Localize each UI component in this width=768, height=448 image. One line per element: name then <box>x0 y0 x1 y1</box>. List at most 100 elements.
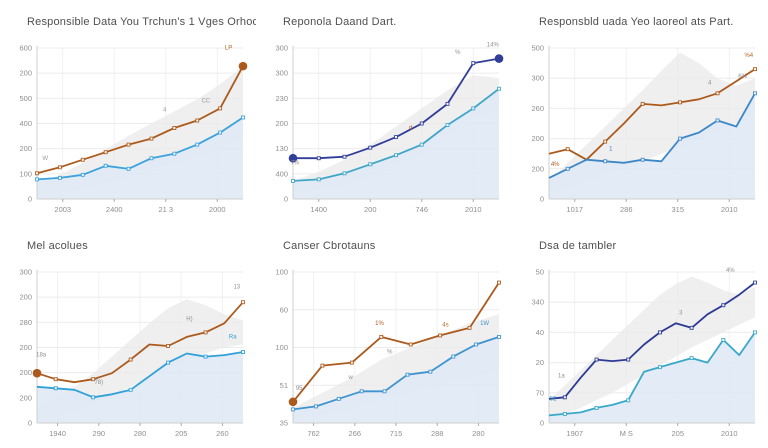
point-marker <box>753 91 757 96</box>
point-marker <box>565 147 570 152</box>
point-marker <box>419 121 424 126</box>
point-marker <box>562 395 567 400</box>
y-tick-label: 300 <box>531 74 544 83</box>
y-tick-label: 400 <box>19 119 32 128</box>
point-marker <box>594 405 599 410</box>
y-tick-label: 600 <box>19 44 32 53</box>
point-marker <box>753 280 757 285</box>
emphasis-dot <box>32 368 42 378</box>
line-chart-canvas: 300 200 280 200 200 200 0 1940 290 280 205 260 18a 78… <box>19 268 245 438</box>
area-fill <box>37 117 243 199</box>
point-marker <box>419 142 424 147</box>
x-tick-label: 1400 <box>310 205 327 214</box>
point-marker <box>126 166 131 171</box>
brown-line <box>36 65 244 175</box>
point-marker <box>715 118 720 123</box>
chart-title: Dsa de tambler <box>539 240 617 252</box>
point-marker <box>445 123 450 127</box>
point-marker <box>678 100 683 105</box>
point-marker <box>172 126 177 130</box>
point-marker <box>382 389 387 394</box>
point-marker <box>35 171 39 176</box>
confidence-band <box>549 276 755 420</box>
y-tick-label: 40 <box>536 328 544 337</box>
point-marker <box>626 357 631 362</box>
x-tick-label: 286 <box>620 205 633 214</box>
point-marker <box>368 145 373 150</box>
point-marker <box>80 157 85 162</box>
y-tick-label: 200 <box>19 343 32 352</box>
y-tick-label: 20 <box>536 358 544 367</box>
blue-line <box>548 92 756 179</box>
brown-line <box>292 282 500 403</box>
point-marker <box>689 356 694 361</box>
x-tick-label: 1940 <box>49 429 66 438</box>
x-tick-label: 2010 <box>721 205 738 214</box>
y-tick-label: 200 <box>19 144 32 153</box>
point-marker <box>394 153 398 158</box>
point-marker <box>80 172 85 177</box>
point-annotation: %4 <box>744 53 753 59</box>
point-annotation: 4% <box>726 268 735 274</box>
point-annotation: 4% <box>551 162 560 168</box>
x-tick-label: 1017 <box>566 205 583 214</box>
emphasis-dot <box>288 397 298 407</box>
x-tick-label: 746 <box>415 205 428 214</box>
point-marker <box>57 165 62 170</box>
area-fill <box>293 88 499 199</box>
point-marker <box>445 101 450 106</box>
area-fill <box>549 332 755 423</box>
point-marker <box>336 396 341 401</box>
y-tick-label: 200 <box>275 119 288 128</box>
chart-title: Responsbld uada Yeo laoreol ats Part. <box>539 16 734 28</box>
y-tick-label: 60 <box>280 305 288 314</box>
point-marker <box>753 330 757 335</box>
point-marker <box>657 365 662 370</box>
cyan-line <box>548 331 756 417</box>
y-tick-label: 300 <box>275 44 288 53</box>
point-annotation: 4 <box>708 80 712 86</box>
x-tick-label: 315 <box>671 205 684 214</box>
point-marker <box>218 130 223 135</box>
chart-title: Mel acolues <box>27 240 88 252</box>
chart-panel-5: Canser Cbrotauns 100 60 100 51 35 762 266 715 28… <box>256 224 512 448</box>
point-annotation: 13 <box>233 285 240 291</box>
chart-panel-1: Responsible Data You Trchun's 1 Vges Orh… <box>0 0 256 224</box>
point-marker <box>565 166 570 171</box>
point-marker <box>721 303 726 308</box>
point-marker <box>474 342 479 347</box>
confidence-band <box>549 52 755 193</box>
x-tick-label: 2010 <box>721 429 738 438</box>
y-tick-label: 300 <box>19 268 32 277</box>
point-annotation: Ra <box>229 334 237 340</box>
point-annotation: LP <box>225 46 232 52</box>
point-annotation: 1 <box>609 147 613 153</box>
confidence-band <box>37 66 243 196</box>
point-marker <box>316 156 321 161</box>
point-marker <box>128 357 133 362</box>
point-marker <box>678 136 683 141</box>
x-tick-label: 205 <box>671 429 684 438</box>
point-marker <box>195 142 200 147</box>
y-tick-label: 0 <box>28 419 32 428</box>
navy-line <box>548 281 756 400</box>
chart-panel-6: Dsa de tambler 50 340 40 20 70 0 1907 M S 205 201… <box>512 224 768 448</box>
x-tick-label: 200 <box>364 205 377 214</box>
point-marker <box>471 106 476 111</box>
point-marker <box>721 337 726 342</box>
x-tick-label: 2010 <box>465 205 482 214</box>
point-annotation: W <box>42 156 48 162</box>
point-marker <box>497 334 501 339</box>
point-marker <box>562 411 567 416</box>
point-marker <box>291 407 295 412</box>
point-marker <box>166 360 171 365</box>
y-tick-label: 200 <box>531 134 544 143</box>
point-marker <box>241 300 245 305</box>
point-marker <box>218 106 223 111</box>
y-tick-label: 0 <box>540 195 544 204</box>
point-marker <box>594 357 599 362</box>
y-tick-label: 100 <box>275 268 288 277</box>
point-marker <box>379 334 384 339</box>
